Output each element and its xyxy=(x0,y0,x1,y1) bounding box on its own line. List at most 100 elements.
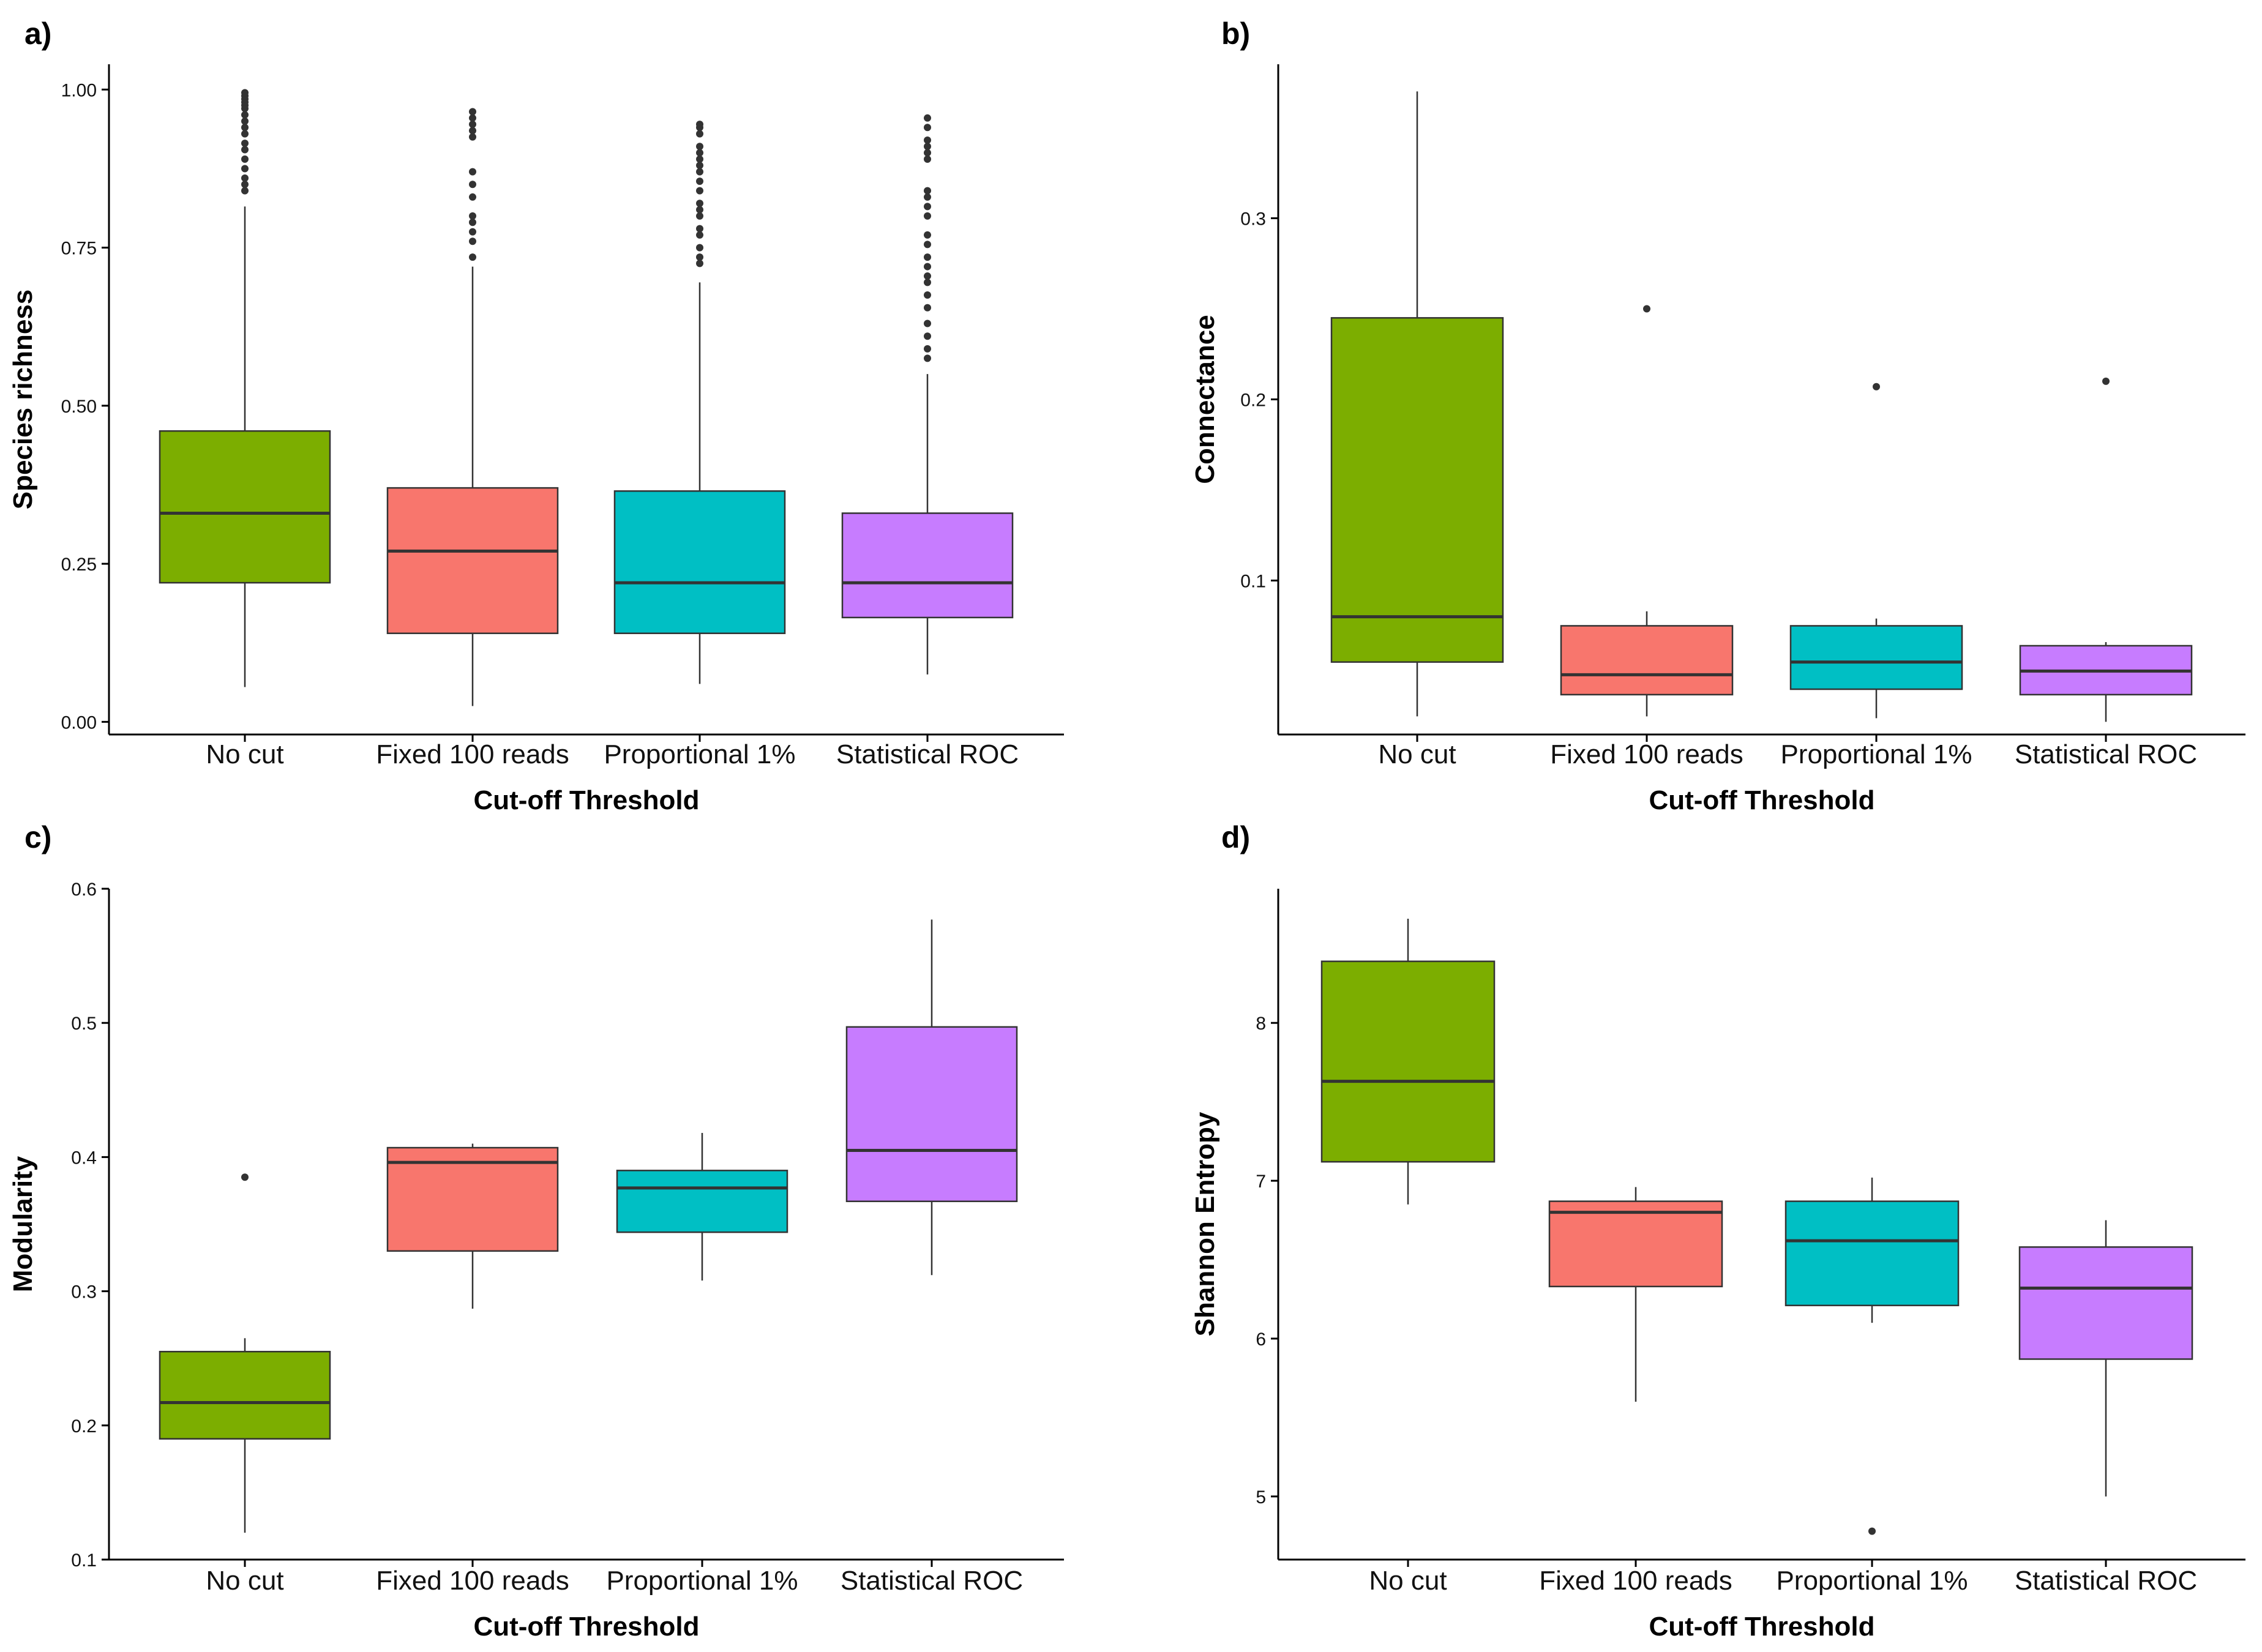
outlier-point xyxy=(469,168,476,176)
outlier-point xyxy=(469,237,476,245)
y-tick-label: 0.6 xyxy=(71,880,97,900)
y-tick-label: 0.1 xyxy=(71,1550,97,1571)
y-axis-title: Shannon Entropy xyxy=(1190,1112,1220,1336)
panel-label: b) xyxy=(1221,17,1250,51)
outlier-point xyxy=(924,149,931,157)
x-axis-title: Cut-off Threshold xyxy=(473,1612,699,1642)
outlier-point xyxy=(696,231,703,239)
y-tick-label: 0.3 xyxy=(1240,209,1266,230)
x-tick-label: No cut xyxy=(1378,739,1456,769)
outlier-point xyxy=(924,278,931,286)
outlier-point xyxy=(696,253,703,261)
y-tick-label: 0.25 xyxy=(61,555,97,575)
box-body xyxy=(386,487,559,634)
x-axis-title: Cut-off Threshold xyxy=(473,785,699,815)
box-body xyxy=(159,1350,331,1440)
box-3: Statistical ROC xyxy=(2015,377,2197,769)
outlier-point xyxy=(241,117,249,125)
outlier-point xyxy=(696,206,703,214)
box-0: No cut xyxy=(1320,918,1496,1596)
outlier-point xyxy=(241,146,249,154)
outlier-point xyxy=(241,130,249,138)
outlier-point xyxy=(696,130,703,138)
outlier-point xyxy=(1643,305,1650,313)
box-0: No cut xyxy=(159,1173,331,1596)
outlier-point xyxy=(924,187,931,195)
box-3: Statistical ROC xyxy=(836,114,1019,769)
outlier-point xyxy=(469,133,476,141)
box-body xyxy=(616,1170,788,1233)
x-tick-label: Statistical ROC xyxy=(2015,739,2197,769)
box-1: Fixed 100 reads xyxy=(376,1143,569,1596)
x-tick-label: Fixed 100 reads xyxy=(1539,1566,1732,1596)
y-tick-label: 0.00 xyxy=(61,712,97,733)
outlier-point xyxy=(696,155,703,163)
outlier-point xyxy=(924,291,931,299)
box-2: Proportional 1% xyxy=(1776,1177,1968,1596)
outlier-point xyxy=(469,212,476,220)
y-tick-label: 7 xyxy=(1256,1172,1266,1192)
y-tick-label: 1.00 xyxy=(61,80,97,100)
outlier-point xyxy=(469,114,476,122)
box-1: Fixed 100 reads xyxy=(376,108,569,769)
box-body xyxy=(386,1146,559,1252)
outlier-point xyxy=(241,111,249,119)
x-tick-label: Statistical ROC xyxy=(836,739,1019,769)
y-axis-title: Modularity xyxy=(8,1156,38,1292)
outlier-point xyxy=(696,149,703,157)
y-tick-label: 0.50 xyxy=(61,397,97,417)
outlier-point xyxy=(924,231,931,239)
box-body xyxy=(1330,317,1504,663)
y-tick-label: 0.3 xyxy=(71,1282,97,1303)
outlier-point xyxy=(241,165,249,173)
outlier-point xyxy=(924,124,931,132)
box-body xyxy=(1320,960,1496,1163)
outlier-point xyxy=(924,272,931,280)
outlier-point xyxy=(924,354,931,362)
outlier-point xyxy=(469,108,476,116)
outlier-point xyxy=(696,200,703,207)
box-3: Statistical ROC xyxy=(2015,1220,2197,1596)
box-1: Fixed 100 reads xyxy=(1550,305,1743,769)
box-body xyxy=(1789,625,1963,690)
chart-panel-a: a) 0.00 0.25 0.50 0.75 1.00 Species richness Cu… xyxy=(8,17,1064,815)
panel-label: a) xyxy=(24,17,51,51)
box-body xyxy=(841,512,1014,619)
outlier-point xyxy=(696,225,703,233)
x-tick-label: Fixed 100 reads xyxy=(1550,739,1743,769)
outlier-point xyxy=(241,155,249,163)
outlier-point xyxy=(924,193,931,201)
chart-panel-d: d) 5 6 7 8 Shannon Entropy Cut-off Threshold No… xyxy=(1190,820,2245,1642)
box-2: Proportional 1% xyxy=(606,1132,798,1596)
outlier-point xyxy=(924,304,931,312)
outlier-point xyxy=(1868,1527,1876,1535)
x-tick-label: Fixed 100 reads xyxy=(376,739,569,769)
x-tick-label: Statistical ROC xyxy=(841,1566,1023,1596)
outlier-point xyxy=(924,253,931,261)
box-body xyxy=(1560,625,1734,696)
x-tick-label: No cut xyxy=(1369,1566,1447,1596)
outlier-point xyxy=(469,127,476,135)
y-tick-label: 0.75 xyxy=(61,239,97,259)
outlier-point xyxy=(924,345,931,353)
x-tick-label: No cut xyxy=(206,739,283,769)
outlier-point xyxy=(924,114,931,122)
outlier-point xyxy=(924,212,931,220)
y-tick-label: 5 xyxy=(1256,1487,1266,1508)
y-tick-label: 0.2 xyxy=(71,1416,97,1437)
x-tick-label: Proportional 1% xyxy=(604,739,795,769)
outlier-point xyxy=(696,244,703,252)
box-2: Proportional 1% xyxy=(604,121,796,769)
outlier-point xyxy=(696,121,703,129)
outlier-point xyxy=(924,263,931,271)
outlier-point xyxy=(924,155,931,163)
panel-label: c) xyxy=(24,820,51,854)
outlier-point xyxy=(924,332,931,340)
x-axis-title: Cut-off Threshold xyxy=(1649,1612,1874,1642)
outlier-point xyxy=(241,187,249,195)
outlier-point xyxy=(696,212,703,220)
outlier-point xyxy=(696,178,703,185)
y-axis-title: Connectance xyxy=(1190,315,1220,484)
box-0: No cut xyxy=(159,89,331,769)
